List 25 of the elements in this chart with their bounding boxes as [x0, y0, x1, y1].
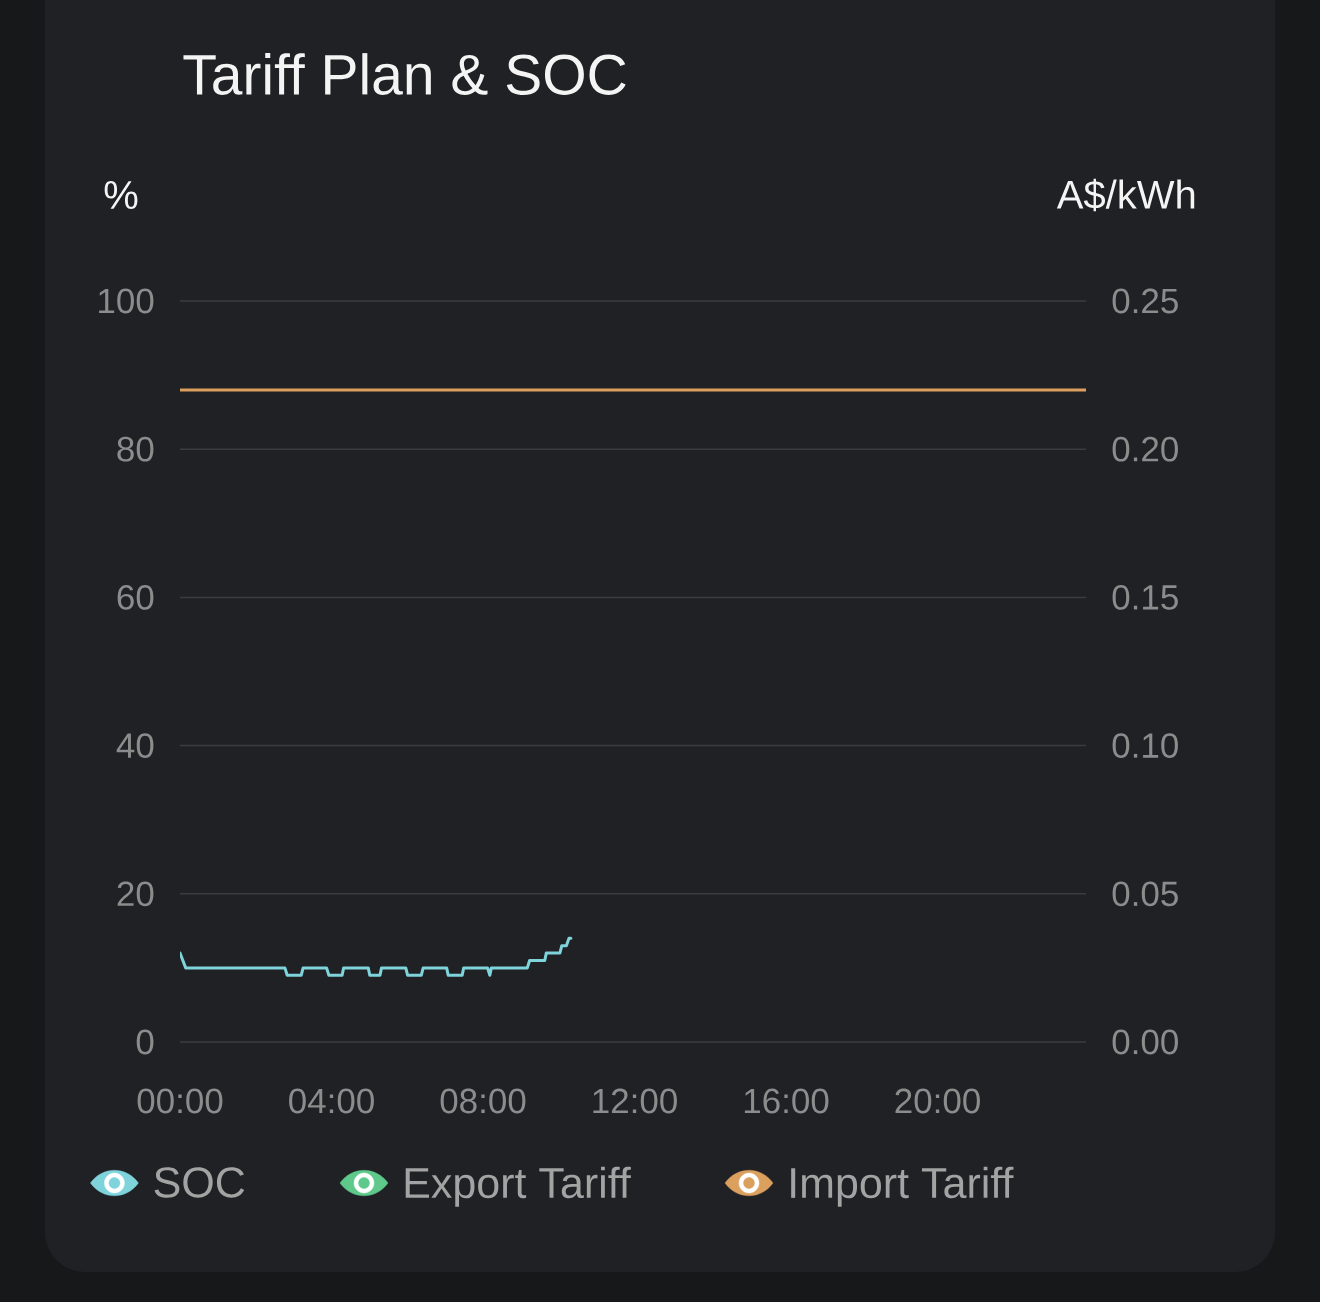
line-series [180, 936, 573, 977]
y2-tick-label: 0.00 [1112, 1029, 1178, 1055]
legend-label: Export Tariff [405, 1166, 631, 1207]
x-tick-label: 04:00 [289, 1088, 374, 1114]
x-tick-label: 00:00 [137, 1088, 223, 1114]
y-tick-label: 20 [117, 881, 154, 907]
y-tick-label: 80 [117, 436, 154, 462]
y-tick-label: 100 [99, 288, 154, 314]
legend-label: Import Tariff [791, 1166, 1014, 1207]
y2-tick-label: 0.25 [1112, 288, 1178, 314]
y2-tick-label: 0.20 [1112, 436, 1178, 462]
y-tick-label: 0 [136, 1029, 154, 1055]
y2-axis-title: A$/kWh [1056, 178, 1195, 212]
x-tick-label: 16:00 [744, 1088, 829, 1114]
chart-title: Tariff Plan & SOC [183, 53, 626, 95]
legend-label: SOC [154, 1167, 245, 1198]
y2-tick-label: 0.05 [1112, 881, 1178, 907]
x-tick-label: 08:00 [440, 1088, 526, 1114]
x-tick-label: 12:00 [593, 1088, 677, 1114]
y-tick-label: 60 [117, 585, 154, 610]
y-axis-title: % [104, 181, 138, 210]
y-tick-label: 40 [116, 733, 154, 758]
y2-tick-label: 0.10 [1112, 733, 1178, 758]
y2-tick-label: 0.15 [1112, 585, 1178, 610]
x-tick-label: 20:00 [895, 1088, 980, 1114]
